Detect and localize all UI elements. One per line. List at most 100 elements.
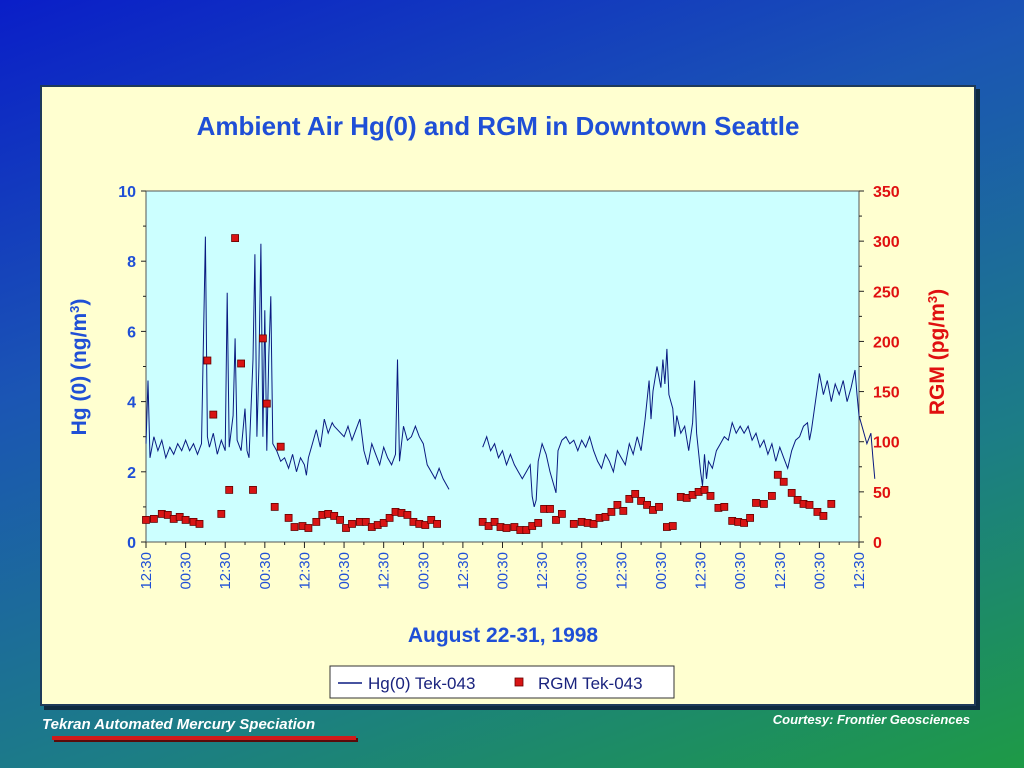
- y-right-label-text: RGM (pg/m: [926, 303, 949, 415]
- rgm-point: [819, 511, 828, 520]
- y-right-tick-label: 250: [873, 284, 900, 301]
- rgm-point: [768, 491, 776, 500]
- rgm-point: [625, 494, 634, 503]
- footer-underline: [52, 736, 356, 740]
- rgm-point: [773, 470, 782, 479]
- chart-panel: Ambient Air Hg(0) and RGM in Downtown Se…: [40, 85, 976, 706]
- x-tick-label: 00:30: [415, 552, 432, 590]
- rgm-point: [150, 514, 158, 523]
- y-left-tick-label: 6: [127, 324, 136, 341]
- legend-hg-label: Hg(0) Tek-043: [368, 674, 475, 693]
- chart-title: Ambient Air Hg(0) and RGM in Downtown Se…: [197, 111, 800, 141]
- rgm-point: [478, 517, 487, 526]
- rgm-point: [601, 512, 610, 521]
- rgm-point: [706, 491, 715, 500]
- legend-rgm-swatch: [514, 677, 524, 687]
- rgm-point: [631, 489, 640, 498]
- rgm-point: [217, 509, 226, 518]
- rgm-point: [613, 500, 622, 509]
- rgm-point: [342, 524, 350, 532]
- x-tick-label: 00:30: [811, 552, 828, 590]
- rgm-point: [348, 519, 356, 528]
- rgm-point: [805, 500, 814, 509]
- footer-right-text: Courtesy: Frontier Geosciences: [772, 712, 970, 727]
- x-tick-label: 12:30: [693, 552, 710, 590]
- rgm-point: [225, 485, 234, 494]
- rgm-series: [142, 234, 836, 534]
- rgm-point: [522, 526, 531, 534]
- hg-line-segment: [482, 348, 876, 508]
- rgm-point: [361, 517, 370, 526]
- rgm-point: [163, 510, 172, 519]
- y-left-tick-label: 0: [127, 535, 136, 552]
- x-tick-label: 12:30: [534, 552, 551, 590]
- plot-area: [145, 190, 860, 543]
- rgm-point: [330, 511, 339, 520]
- rgm-point: [142, 515, 150, 524]
- x-tick-label: 00:30: [495, 552, 512, 590]
- rgm-point: [379, 518, 388, 527]
- rgm-point: [385, 513, 394, 522]
- rgm-point: [589, 519, 598, 528]
- rgm-point: [336, 515, 345, 524]
- rgm-point: [643, 500, 651, 509]
- rgm-point: [668, 522, 677, 530]
- rgm-point: [312, 517, 321, 526]
- rgm-point: [569, 519, 578, 528]
- rgm-point: [740, 518, 748, 527]
- rgm-point: [700, 485, 709, 494]
- rgm-point: [421, 521, 430, 529]
- y-left-tick-label: 2: [127, 465, 136, 482]
- rgm-point: [827, 499, 836, 508]
- rgm-point: [552, 515, 560, 524]
- y-right-tick-label: 100: [873, 435, 900, 452]
- rgm-point: [276, 442, 285, 451]
- rgm-point: [619, 506, 628, 515]
- x-tick-label: 12:30: [217, 552, 234, 590]
- rgm-point: [558, 509, 566, 518]
- rgm-point: [779, 477, 788, 486]
- x-tick-label: 12:30: [772, 552, 789, 590]
- rgm-point: [237, 359, 246, 368]
- y-right-tick-label: 50: [873, 485, 891, 502]
- rgm-point: [746, 513, 754, 522]
- x-tick-label: 12:30: [455, 552, 472, 590]
- rgm-point: [546, 504, 554, 513]
- rgm-point: [484, 522, 493, 530]
- rgm-point: [304, 524, 313, 532]
- y-right-tick-label: 200: [873, 334, 900, 351]
- rgm-point: [655, 502, 663, 511]
- rgm-point: [490, 517, 499, 526]
- y-right-tick-label: 350: [873, 184, 900, 201]
- y-left-label-close: ): [68, 299, 91, 306]
- rgm-point: [637, 496, 645, 505]
- legend-rgm-label: RGM Tek-043: [538, 674, 643, 693]
- x-tick-label: 00:30: [574, 552, 591, 590]
- y-axis-left-label: Hg (0) (ng/m3): [67, 299, 92, 436]
- legend-box: [329, 665, 675, 699]
- rgm-point: [262, 399, 271, 408]
- rgm-point: [793, 495, 802, 504]
- rgm-point: [534, 518, 543, 527]
- rgm-point: [284, 513, 293, 522]
- rgm-point: [813, 507, 822, 516]
- rgm-point: [270, 502, 279, 511]
- hg-series: [145, 236, 876, 508]
- y-axis-right-label: RGM (pg/m3): [925, 289, 950, 415]
- rgm-point: [607, 507, 616, 516]
- rgm-point: [427, 515, 436, 524]
- rgm-point: [720, 502, 729, 511]
- rgm-point: [195, 519, 204, 528]
- y-right-label-close: ): [926, 289, 949, 296]
- x-tick-label: 12:30: [851, 552, 868, 590]
- y-left-label-text: Hg (0) (ng/m: [68, 313, 91, 435]
- y-right-tick-label: 0: [873, 535, 882, 552]
- y-right-tick-label: 300: [873, 234, 900, 251]
- rgm-point: [258, 334, 267, 343]
- x-tick-label: 00:30: [178, 552, 195, 590]
- rgm-point: [787, 488, 796, 497]
- hg-line-segment: [145, 236, 450, 490]
- x-tick-label: 12:30: [376, 552, 393, 590]
- x-tick-label: 12:30: [613, 552, 630, 590]
- y-left-tick-label: 4: [127, 395, 136, 412]
